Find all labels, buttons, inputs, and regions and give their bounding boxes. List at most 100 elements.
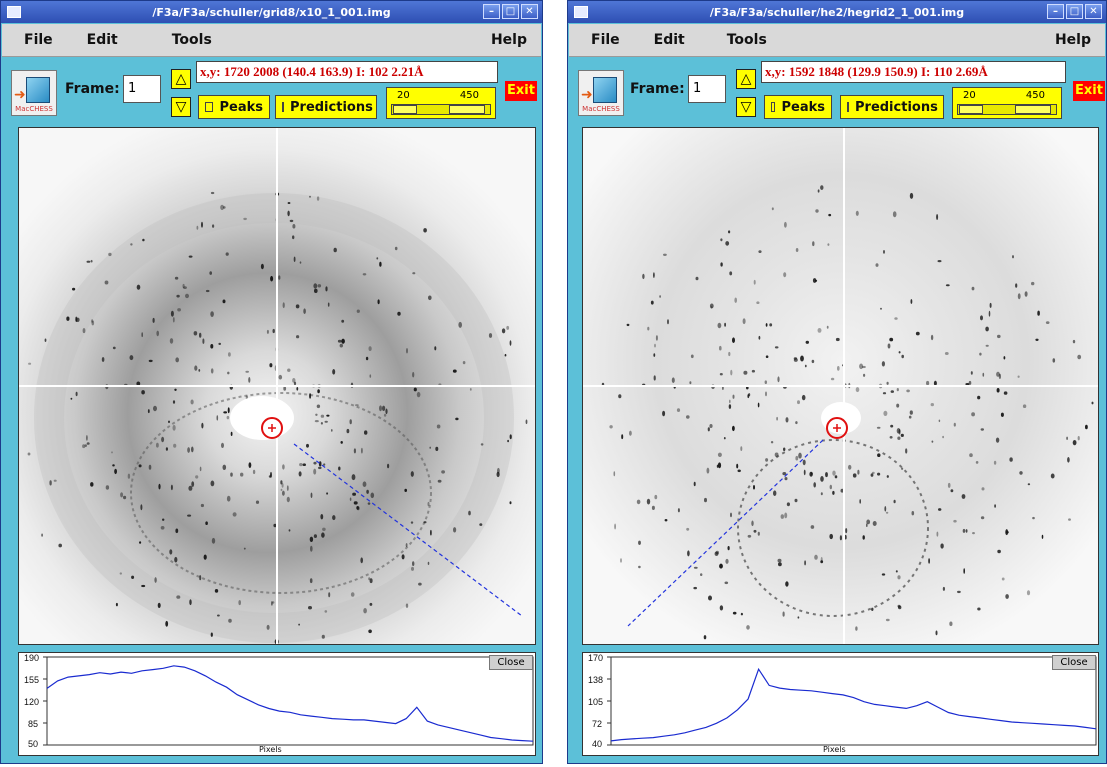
diffraction-spot — [320, 422, 323, 425]
diffraction-spot — [876, 426, 881, 429]
exit-button[interactable]: Exit — [1073, 81, 1105, 101]
peaks-toggle[interactable]: Peaks — [198, 95, 270, 119]
maximize-icon[interactable]: □ — [502, 4, 519, 19]
maccchess-logo[interactable]: ➜ MacCHESS — [578, 70, 624, 116]
diffraction-spot — [1005, 529, 1009, 536]
frame-up-button[interactable]: △ — [736, 69, 756, 89]
menu-file[interactable]: File — [24, 32, 53, 48]
diffraction-image[interactable] — [18, 127, 536, 645]
diffraction-spot — [662, 410, 666, 417]
diffraction-spot — [154, 577, 157, 583]
diffraction-spot — [349, 419, 352, 425]
diffraction-spot — [732, 425, 735, 432]
frame-input[interactable]: 1 — [123, 75, 161, 103]
menu-bar: File Edit Tools Help — [569, 24, 1105, 57]
diffraction-spot — [270, 275, 274, 282]
contrast-slider[interactable]: 20 450 — [386, 87, 496, 119]
close-plot-button[interactable]: Close — [489, 655, 533, 670]
menu-file[interactable]: File — [591, 32, 620, 48]
diffraction-spot — [58, 543, 62, 548]
exit-button[interactable]: Exit — [505, 81, 537, 101]
diffraction-spot — [288, 529, 291, 532]
diffraction-spot — [298, 623, 300, 626]
menu-edit[interactable]: Edit — [653, 32, 685, 48]
close-window-icon[interactable]: ✕ — [1085, 4, 1102, 19]
frame-up-button[interactable]: △ — [171, 69, 191, 89]
diffraction-spot — [940, 543, 944, 549]
diffraction-spot — [725, 558, 729, 564]
diffraction-spot — [877, 472, 881, 476]
diffraction-spot — [980, 516, 985, 520]
diffraction-spot — [832, 490, 835, 495]
predictions-toggle[interactable]: Predictions — [840, 95, 944, 119]
window-menu-icon[interactable] — [574, 6, 588, 18]
diffraction-spot — [188, 255, 193, 258]
title-bar[interactable]: /F3a/F3a/schuller/he2/hegrid2_1_001.img … — [568, 1, 1106, 23]
close-plot-button[interactable]: Close — [1052, 655, 1096, 670]
diffraction-spot — [650, 300, 654, 305]
title-bar[interactable]: /F3a/F3a/schuller/grid8/x10_1_001.img – … — [1, 1, 542, 23]
diffraction-spot — [226, 415, 230, 420]
frame-down-button[interactable]: ▽ — [736, 97, 756, 117]
diffraction-spot — [303, 308, 306, 314]
diffraction-spot — [901, 354, 904, 359]
diffraction-spot — [198, 369, 201, 372]
diffraction-spot — [1035, 338, 1039, 341]
menu-edit[interactable]: Edit — [86, 32, 118, 48]
diffraction-spot — [659, 295, 661, 298]
maccchess-logo[interactable]: ➜ MacCHESS — [11, 70, 57, 116]
diffraction-spot — [112, 346, 116, 350]
menu-help[interactable]: Help — [1054, 32, 1091, 48]
diffraction-spot — [210, 191, 215, 195]
diffraction-spot — [53, 479, 57, 482]
predictions-toggle[interactable]: Predictions — [275, 95, 377, 119]
diffraction-spot — [340, 441, 343, 444]
slider-track[interactable] — [957, 104, 1057, 115]
diffraction-spot — [269, 363, 273, 368]
diffraction-spot — [423, 521, 427, 524]
diffraction-spot — [416, 391, 421, 398]
diffraction-spot — [428, 295, 432, 301]
diffraction-spot — [309, 578, 313, 584]
peaks-checkbox[interactable] — [205, 102, 214, 112]
diffraction-svg — [19, 128, 535, 644]
diffraction-spot — [410, 471, 414, 477]
slider-low-thumb[interactable] — [393, 105, 417, 114]
slider-low-thumb[interactable] — [959, 105, 983, 114]
diffraction-spot — [202, 338, 205, 344]
minimize-icon[interactable]: – — [1047, 4, 1064, 19]
menu-tools[interactable]: Tools — [726, 32, 767, 48]
y-tick: 105 — [588, 697, 604, 707]
slider-track[interactable] — [391, 104, 491, 115]
diffraction-spot — [260, 263, 264, 270]
contrast-slider[interactable]: 20 450 — [952, 87, 1062, 119]
diffraction-spot — [906, 389, 910, 393]
diffraction-spot — [832, 470, 836, 476]
intensity-profile-svg — [607, 656, 1097, 746]
slider-high-thumb[interactable] — [1015, 105, 1051, 114]
frame-down-button[interactable]: ▽ — [171, 97, 191, 117]
predictions-checkbox[interactable] — [282, 102, 284, 112]
diffraction-spot — [364, 430, 368, 435]
slider-high-thumb[interactable] — [449, 105, 485, 114]
peaks-toggle[interactable]: Peaks — [764, 95, 832, 119]
diffraction-spot — [729, 399, 731, 404]
predictions-checkbox[interactable] — [847, 102, 849, 112]
diffraction-spot — [953, 422, 956, 427]
peaks-label: Peaks — [781, 99, 825, 115]
close-window-icon[interactable]: ✕ — [521, 4, 538, 19]
peaks-checkbox[interactable] — [771, 102, 776, 112]
minimize-icon[interactable]: – — [483, 4, 500, 19]
window-menu-icon[interactable] — [7, 6, 21, 18]
frame-input[interactable]: 1 — [688, 75, 726, 103]
menu-help[interactable]: Help — [490, 32, 527, 48]
diffraction-spot — [165, 447, 168, 451]
diffraction-spot — [168, 420, 170, 424]
maximize-icon[interactable]: □ — [1066, 4, 1083, 19]
diffraction-spot — [751, 369, 755, 373]
frame-label: Frame: — [65, 81, 120, 97]
diffraction-image[interactable] — [582, 127, 1099, 645]
menu-tools[interactable]: Tools — [171, 32, 212, 48]
diffraction-spot — [287, 368, 291, 372]
diffraction-spot — [862, 535, 865, 540]
